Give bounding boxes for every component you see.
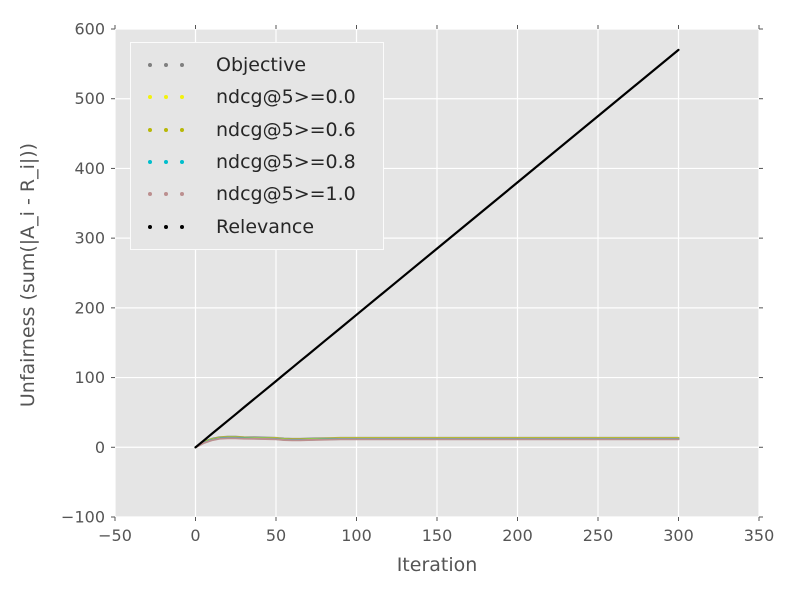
legend-item: ndcg@5>=0.0 — [131, 81, 383, 113]
legend-dotted-line-marker — [148, 95, 184, 100]
legend-label: ndcg@5>=0.6 — [216, 118, 356, 141]
series-line-relevance — [194, 48, 680, 449]
legend-item: ndcg@5>=0.6 — [131, 114, 383, 146]
legend-dotted-line-marker — [148, 127, 184, 132]
legend-dotted-line-marker — [148, 224, 184, 229]
legend-item: ndcg@5>=0.8 — [131, 146, 383, 178]
x-tick-label: 250 — [583, 526, 614, 545]
y-tick-label: 300 — [74, 229, 105, 248]
legend-item: ndcg@5>=1.0 — [131, 178, 383, 210]
x-axis-label: Iteration — [396, 554, 478, 576]
x-tick-label: 350 — [744, 526, 775, 545]
legend-label: ndcg@5>=0.8 — [216, 151, 356, 174]
y-tick-label: −100 — [61, 508, 105, 527]
y-tick-label: 200 — [74, 298, 105, 317]
legend-item: Objective — [131, 49, 383, 81]
x-tick-label: 100 — [341, 526, 372, 545]
legend-dotted-line-marker — [148, 63, 184, 68]
legend-label: ndcg@5>=1.0 — [216, 183, 356, 206]
y-axis-label: Unfairness (sum(|A_i - R_i|)) — [17, 142, 39, 408]
y-tick-label: 500 — [74, 89, 105, 108]
x-tick-label: 50 — [266, 526, 286, 545]
y-tick-label: 0 — [95, 438, 105, 457]
legend-label: Relevance — [216, 215, 315, 238]
legend-dotted-line-marker — [148, 160, 184, 165]
legend: Objective ndcg@5>=0.0 ndcg@5>=0.6 ndcg@5>=0… — [130, 42, 384, 250]
y-tick-label: 600 — [74, 20, 105, 39]
x-tick-label: 300 — [663, 526, 694, 545]
legend-label: Objective — [216, 54, 307, 77]
x-tick-label: 0 — [190, 526, 200, 545]
legend-label: ndcg@5>=0.0 — [216, 86, 356, 109]
y-tick-label: 400 — [74, 159, 105, 178]
x-tick-label: 200 — [502, 526, 533, 545]
x-tick-label: 150 — [422, 526, 453, 545]
series-line-ndcg-5-1-0 — [194, 437, 680, 449]
y-tick-label: 100 — [74, 368, 105, 387]
legend-dotted-line-marker — [148, 192, 184, 197]
legend-item: Relevance — [131, 211, 383, 243]
x-tick-label: −50 — [98, 526, 132, 545]
